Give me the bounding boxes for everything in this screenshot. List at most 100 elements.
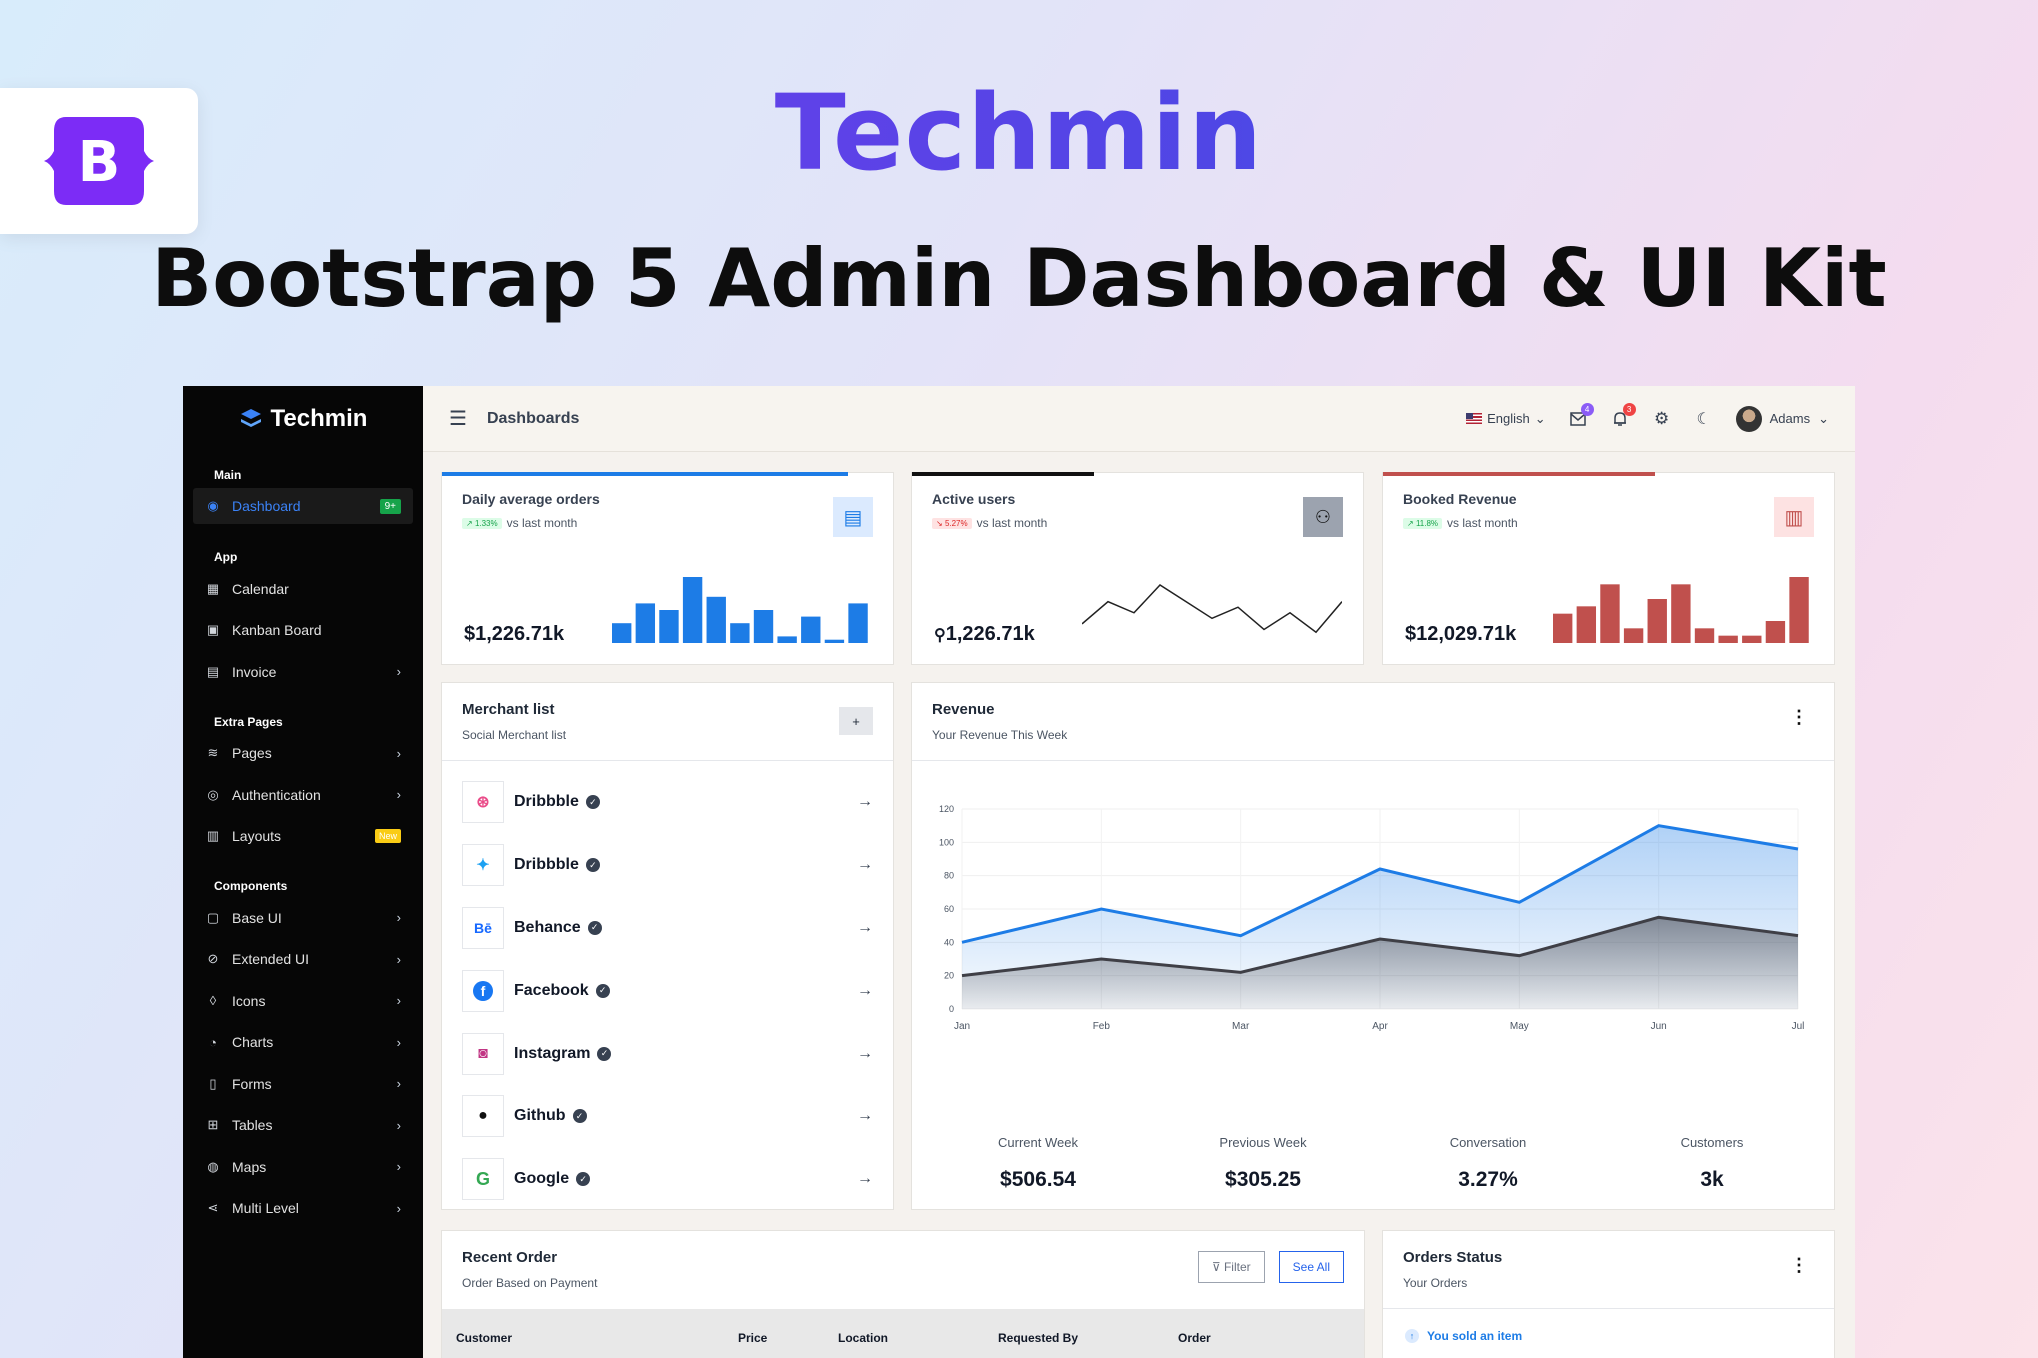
spark-bar (1647, 599, 1667, 643)
app-window: Techmin Main ◉ Dashboard 9+ App ▦ Calend… (183, 386, 1855, 1358)
arrow-right-icon[interactable]: → (857, 1170, 873, 1188)
sidebar-item-label: Dashboard (232, 498, 301, 514)
compass-icon: ⊘ (207, 951, 219, 967)
chevron-right-icon: › (396, 1200, 401, 1216)
section-extra-pages: Extra Pages (214, 714, 283, 729)
svg-text:B: B (78, 130, 121, 195)
sidebar-item-dashboard[interactable]: ◉ Dashboard 9+ (193, 488, 413, 524)
orders-icon: ▤ (833, 497, 873, 537)
chevron-right-icon: › (396, 993, 401, 1009)
y-tick-label: 100 (939, 837, 954, 847)
layers-icon: ≋ (207, 745, 219, 761)
trend-badge: ↘ 5.27% (932, 517, 972, 529)
hero-tagline: Bootstrap 5 Admin Dashboard & UI Kit (151, 232, 1887, 325)
list-item[interactable]: ⊛ Dribbble ✓ → (442, 771, 893, 834)
spark-bar (1789, 577, 1809, 643)
spark-bar (777, 636, 797, 643)
sidebar-item-maps[interactable]: ◍ Maps › (183, 1146, 423, 1188)
sidebar-brand[interactable]: Techmin (183, 386, 423, 452)
spark-bar (801, 616, 821, 643)
theme-toggle-button[interactable]: ☾ (1694, 409, 1714, 429)
column-header[interactable]: Order (1178, 1331, 1211, 1345)
sidebar-item-label: Charts (232, 1034, 274, 1051)
list-item[interactable]: G Google ✓ → (442, 1148, 893, 1209)
chevron-right-icon: › (396, 910, 401, 926)
stat-title: Active users (932, 491, 1016, 507)
list-item[interactable]: Bē Behance ✓ → (442, 897, 893, 960)
spark-bar (1742, 635, 1762, 643)
spark-bar (1671, 584, 1691, 643)
sidebar-item-charts[interactable]: ◔ Charts › (183, 1022, 423, 1064)
drop-icon: ◊ (209, 993, 217, 1009)
arrow-right-icon[interactable]: → (857, 793, 873, 811)
avatar (1735, 405, 1762, 432)
y-tick-label: 60 (944, 904, 954, 914)
arrow-right-icon[interactable]: → (857, 1044, 873, 1062)
language-selector[interactable]: English ⌄ (1466, 411, 1546, 427)
column-header[interactable]: Customer (456, 1331, 513, 1345)
spark-bar (848, 603, 868, 643)
dribbble-icon: ⊛ (462, 781, 504, 824)
list-item[interactable]: ◙ Instagram ✓ → (442, 1022, 893, 1085)
column-header[interactable]: Requested By (998, 1331, 1079, 1345)
google-icon: G (462, 1158, 504, 1201)
layout-icon: ▥ (206, 828, 220, 844)
chevron-right-icon: › (396, 1034, 401, 1050)
sidebar-item-extended-ui[interactable]: ⊘ Extended UI › (183, 939, 423, 981)
spark-bar (1553, 613, 1573, 643)
arrow-right-icon[interactable]: → (857, 856, 873, 874)
list-item[interactable]: ● Github ✓ → (442, 1085, 893, 1148)
sidebar: Techmin Main ◉ Dashboard 9+ App ▦ Calend… (183, 386, 423, 1358)
sidebar-item-multi-level[interactable]: ⋖ Multi Level › (183, 1188, 423, 1230)
mail-button[interactable]: 4 (1568, 402, 1594, 429)
arrow-right-icon[interactable]: → (857, 981, 873, 999)
list-item[interactable]: f Facebook ✓ → (442, 959, 893, 1022)
spark-bar (1623, 628, 1644, 643)
arrow-right-icon[interactable]: → (857, 918, 873, 936)
layouts-badge: New (374, 829, 401, 844)
sidebar-item-label: Layouts (232, 828, 282, 845)
mail-count-badge: 4 (1580, 402, 1594, 416)
card-title: Recent Order (462, 1249, 558, 1266)
menu-toggle-icon[interactable]: ☰ (449, 408, 467, 430)
more-options-icon[interactable]: ⋮ (1790, 707, 1808, 727)
settings-button[interactable]: ⚙ (1652, 409, 1672, 429)
x-tick-label: Jun (1651, 1021, 1667, 1032)
sidebar-item-pages[interactable]: ≋ Pages › (183, 733, 423, 775)
verified-icon: ✓ (585, 858, 600, 873)
sidebar-item-calendar[interactable]: ▦ Calendar (183, 568, 423, 610)
spark-bar (659, 610, 679, 643)
sidebar-item-invoice[interactable]: ▤ Invoice › (183, 651, 423, 693)
sidebar-item-kanban[interactable]: ▣ Kanban Board (183, 610, 423, 652)
sidebar-item-base-ui[interactable]: ▢ Base UI › (183, 897, 423, 939)
merchant-list-card: Merchant list Social Merchant list + ⊛ D… (441, 682, 894, 1210)
filter-button[interactable]: ⊽ Filter (1197, 1251, 1265, 1283)
x-tick-label: Jul (1792, 1021, 1805, 1032)
add-merchant-button[interactable]: + (839, 707, 873, 735)
x-tick-label: Apr (1372, 1021, 1388, 1032)
sidebar-item-label: Pages (232, 745, 272, 762)
section-components: Components (214, 879, 288, 893)
see-all-button[interactable]: See All (1278, 1251, 1344, 1283)
trend-badge: ↗ 11.8% (1403, 517, 1443, 529)
user-menu[interactable]: Adams ⌄ (1735, 405, 1829, 432)
dashboard-badge: 9+ (379, 498, 401, 514)
notifications-button[interactable]: 3 (1610, 402, 1636, 429)
card-subtitle: Social Merchant list (462, 728, 567, 742)
sidebar-item-icons[interactable]: ◊ Icons › (183, 980, 423, 1022)
user-small-icon: ⚲ (934, 627, 946, 644)
list-item[interactable]: ✦ Dribbble ✓ → (442, 834, 893, 897)
sidebar-item-label: Authentication (232, 786, 321, 803)
revenue-stat: Current Week $506.54 (998, 1135, 1078, 1191)
arrow-right-icon[interactable]: → (857, 1107, 873, 1125)
bell-icon (1613, 411, 1626, 426)
column-header[interactable]: Price (738, 1331, 768, 1345)
kanban-icon: ▣ (206, 622, 220, 638)
more-options-icon[interactable]: ⋮ (1790, 1255, 1808, 1275)
sidebar-item-layouts[interactable]: ▥ Layouts New (183, 816, 423, 858)
sidebar-item-authentication[interactable]: ◎ Authentication › (183, 774, 423, 816)
column-header[interactable]: Location (838, 1331, 888, 1345)
table-header: Customer Price Location Requested By Ord… (442, 1309, 1364, 1358)
sidebar-item-tables[interactable]: ⊞ Tables › (183, 1105, 423, 1147)
sidebar-item-forms[interactable]: ▯ Forms › (183, 1063, 423, 1105)
